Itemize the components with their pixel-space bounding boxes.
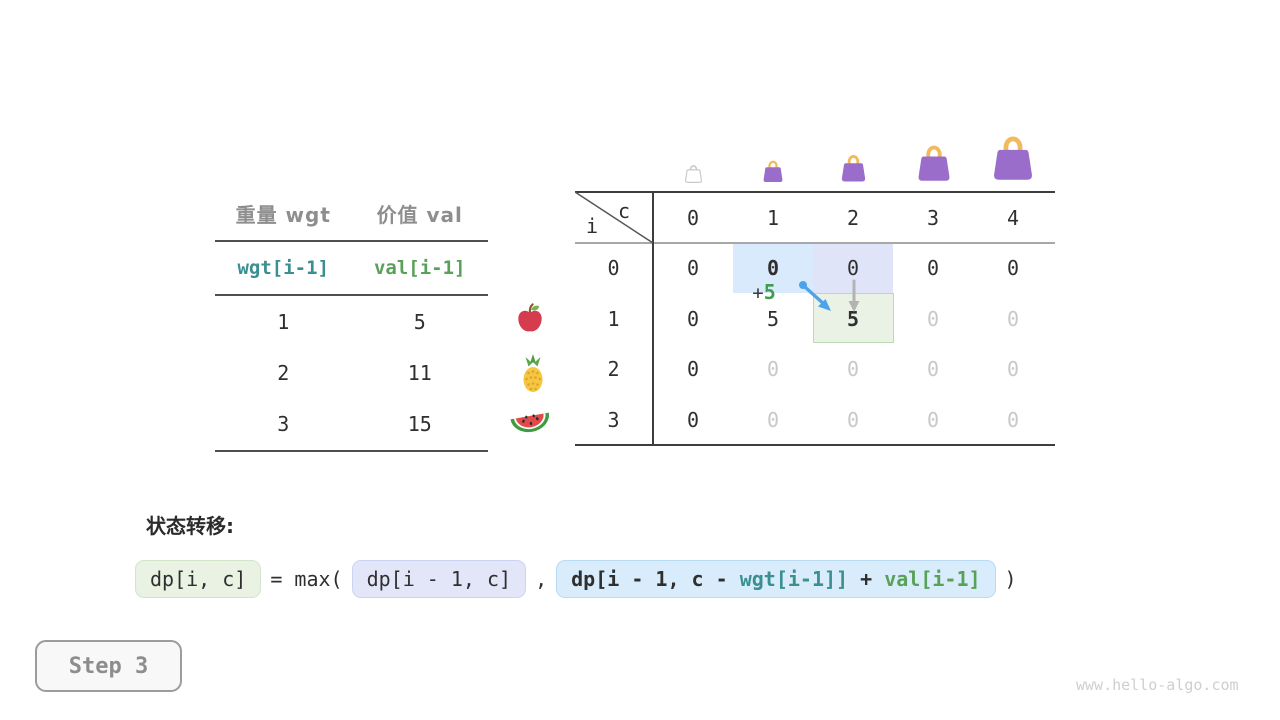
items-table-subheader: wgt[i-1] val[i-1] <box>215 242 488 294</box>
dp-col-header-3: 3 <box>926 206 940 230</box>
dp-cell-r3-c4: 0 <box>1006 407 1020 432</box>
dp-col-header-4: 4 <box>1006 206 1020 230</box>
dp-table-bottom-line <box>575 444 1055 446</box>
take-term-plus: + <box>848 567 885 591</box>
dp-cell-r1-c3: 0 <box>926 306 940 331</box>
items-row-2: 2 11 <box>215 347 488 398</box>
bag-icon-2 <box>840 153 867 188</box>
dp-corner-diagonal <box>575 191 654 244</box>
step-badge: Step 3 <box>35 640 182 692</box>
dp-row-header-0: 0 <box>607 256 620 280</box>
formula-close-paren: ) <box>1004 567 1017 591</box>
dp-cell-r2-c3: 0 <box>926 357 940 382</box>
dp-cell-r1-c2: 5 <box>846 306 860 331</box>
bag-icon-1 <box>762 159 784 188</box>
added-value: 5 <box>763 280 776 304</box>
dp-corner-row-label: i <box>586 214 599 238</box>
items-sub-val: val[i-1] <box>373 257 466 279</box>
formula-take-term: dp[i - 1, c - wgt[i-1]] + val[i-1] <box>556 560 996 598</box>
dp-cell-r2-c4: 0 <box>1006 357 1020 382</box>
dp-cell-r1-c1: 5 <box>766 306 780 331</box>
dp-cell-r2-c0: 0 <box>686 357 700 382</box>
item-2-weight: 2 <box>277 360 290 385</box>
item-1-weight: 1 <box>277 309 290 334</box>
items-table: 重量 wgt 价值 val wgt[i-1] val[i-1] 1 5 2 11… <box>215 186 488 452</box>
bag-icon-4 <box>991 133 1035 188</box>
bag-icon-empty <box>684 163 703 188</box>
apple-icon <box>514 301 546 339</box>
plus-sign: + <box>752 282 764 304</box>
items-row-3: 3 15 <box>215 399 488 450</box>
dp-row-headers: 0 1 2 3 <box>575 243 652 445</box>
item-3-weight: 3 <box>277 412 290 437</box>
items-col-weight-header: 重量 wgt <box>235 202 331 227</box>
items-col-value-header: 价值 val <box>376 202 463 227</box>
formula-keep-term: dp[i - 1, c] <box>351 560 527 598</box>
items-row-1: 1 5 <box>215 296 488 347</box>
transition-formula: dp[i, c] = max( dp[i - 1, c] , dp[i - 1,… <box>135 560 1026 598</box>
dp-cell-r3-c3: 0 <box>926 407 940 432</box>
pineapple-icon <box>515 353 551 399</box>
dp-matrix: 0 0 0 0 0 0 5 5 0 0 0 0 0 0 0 0 0 0 0 0 <box>653 243 1053 445</box>
dp-cell-r0-c3: 0 <box>926 256 940 281</box>
dp-column-headers: 0 1 2 3 4 <box>653 195 1053 241</box>
dp-table-vertical-line <box>652 191 654 445</box>
item-3-value: 15 <box>407 412 432 437</box>
transition-label: 状态转移: <box>146 514 234 538</box>
dp-cell-r0-c1: 0 <box>766 256 780 281</box>
formula-comma: , <box>535 567 548 591</box>
watermark: www.hello-algo.com <box>1076 676 1239 694</box>
bag-icon-3 <box>916 143 952 188</box>
items-table-header: 重量 wgt 价值 val <box>215 186 488 240</box>
dp-table-header-line <box>575 242 1055 244</box>
dp-cell-r1-c0: 0 <box>686 306 700 331</box>
dp-cell-r3-c1: 0 <box>766 407 780 432</box>
formula-result-term: dp[i, c] <box>135 560 262 598</box>
items-table-divider <box>215 449 488 452</box>
dp-cell-r0-c4: 0 <box>1006 256 1020 281</box>
dp-cell-r0-c0: 0 <box>686 256 700 281</box>
take-term-val: val[i-1] <box>884 567 981 591</box>
formula-equals-max: = max( <box>270 567 343 591</box>
dp-cell-r0-c2: 0 <box>846 256 860 281</box>
dp-row-header-3: 3 <box>607 407 620 432</box>
dp-corner-col-label: c <box>618 199 631 223</box>
watermelon-icon <box>507 402 553 442</box>
dp-cell-r3-c0: 0 <box>686 407 700 432</box>
item-1-value: 5 <box>413 309 426 334</box>
dp-col-header-0: 0 <box>686 206 700 230</box>
items-sub-wgt: wgt[i-1] <box>237 257 329 279</box>
add-value-annotation: +5 <box>744 280 784 304</box>
dp-row-header-2: 2 <box>607 357 620 381</box>
dp-cell-r2-c1: 0 <box>766 357 780 382</box>
items-table-divider <box>215 240 488 242</box>
dp-cell-r3-c2: 0 <box>846 407 860 432</box>
dp-row-header-1: 1 <box>607 306 620 331</box>
take-term-wgt: wgt[i-1]] <box>739 567 849 591</box>
take-term-prefix: dp[i - 1, c - <box>571 567 740 591</box>
items-table-divider <box>215 294 488 296</box>
dp-cell-r2-c2: 0 <box>846 357 860 382</box>
dp-col-header-2: 2 <box>846 206 860 230</box>
item-2-value: 11 <box>407 360 432 385</box>
dp-col-header-1: 1 <box>766 206 780 230</box>
dp-table-top-line <box>575 191 1055 193</box>
dp-cell-r1-c4: 0 <box>1006 306 1020 331</box>
